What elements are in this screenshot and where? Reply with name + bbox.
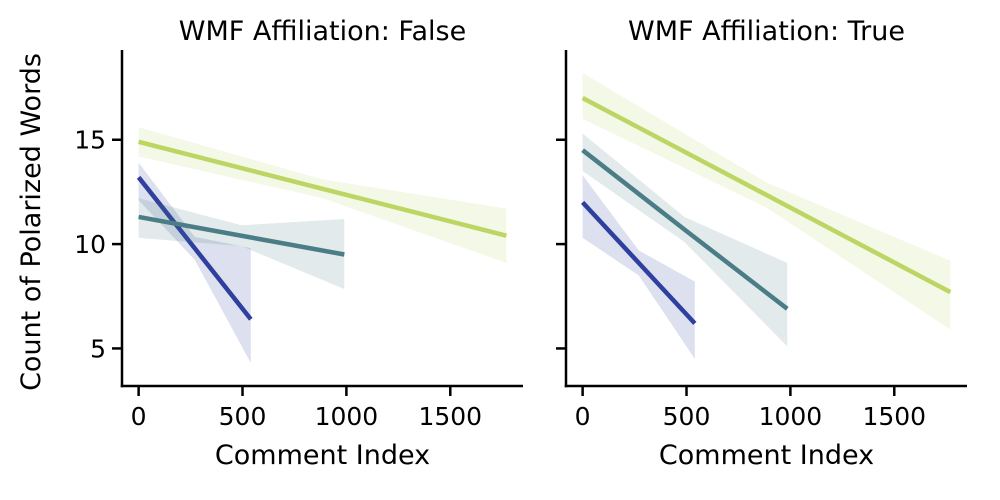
ci-band-blue	[138, 162, 251, 364]
regression-lime-line	[581, 96, 952, 295]
ci-band-lime	[582, 72, 951, 330]
ci-band-teal	[582, 133, 788, 347]
x-tick-label: 0	[575, 402, 591, 431]
x-tick-label: 1500	[862, 402, 926, 431]
regression-blue-line	[580, 200, 697, 325]
x-tick-label: 500	[219, 402, 267, 431]
x-tick-label: 1000	[759, 402, 823, 431]
panel-title: WMF Affiliation: True	[628, 16, 905, 47]
y-tick-label: 15	[74, 126, 106, 155]
regression-lime-line	[138, 139, 507, 238]
regression-teal-line	[581, 148, 789, 311]
y-tick-label: 5	[90, 334, 106, 363]
panel-true: 0 500 1000 1500 WMF Affiliation: True Comment…	[556, 16, 967, 471]
panel-false: 0 500 1000 1500 5 10 15 WMF Affiliation: False C…	[74, 16, 523, 471]
x-tick-label: 500	[663, 402, 711, 431]
y-tick-label: 10	[74, 230, 106, 259]
x-axis-label: Comment Index	[659, 440, 874, 471]
regression-teal-line	[138, 214, 345, 257]
regression-blue-line	[136, 175, 253, 321]
x-tick-label: 1000	[315, 402, 379, 431]
y-axis-label: Count of Polarized Words	[16, 53, 47, 391]
panel-title: WMF Affiliation: False	[179, 16, 466, 47]
x-axis-label: Comment Index	[215, 440, 430, 471]
x-tick-label: 0	[131, 402, 147, 431]
ci-band-teal	[138, 198, 345, 289]
x-tick-label: 1500	[418, 402, 482, 431]
ci-band-blue	[582, 175, 695, 359]
ci-band-lime	[138, 127, 507, 263]
